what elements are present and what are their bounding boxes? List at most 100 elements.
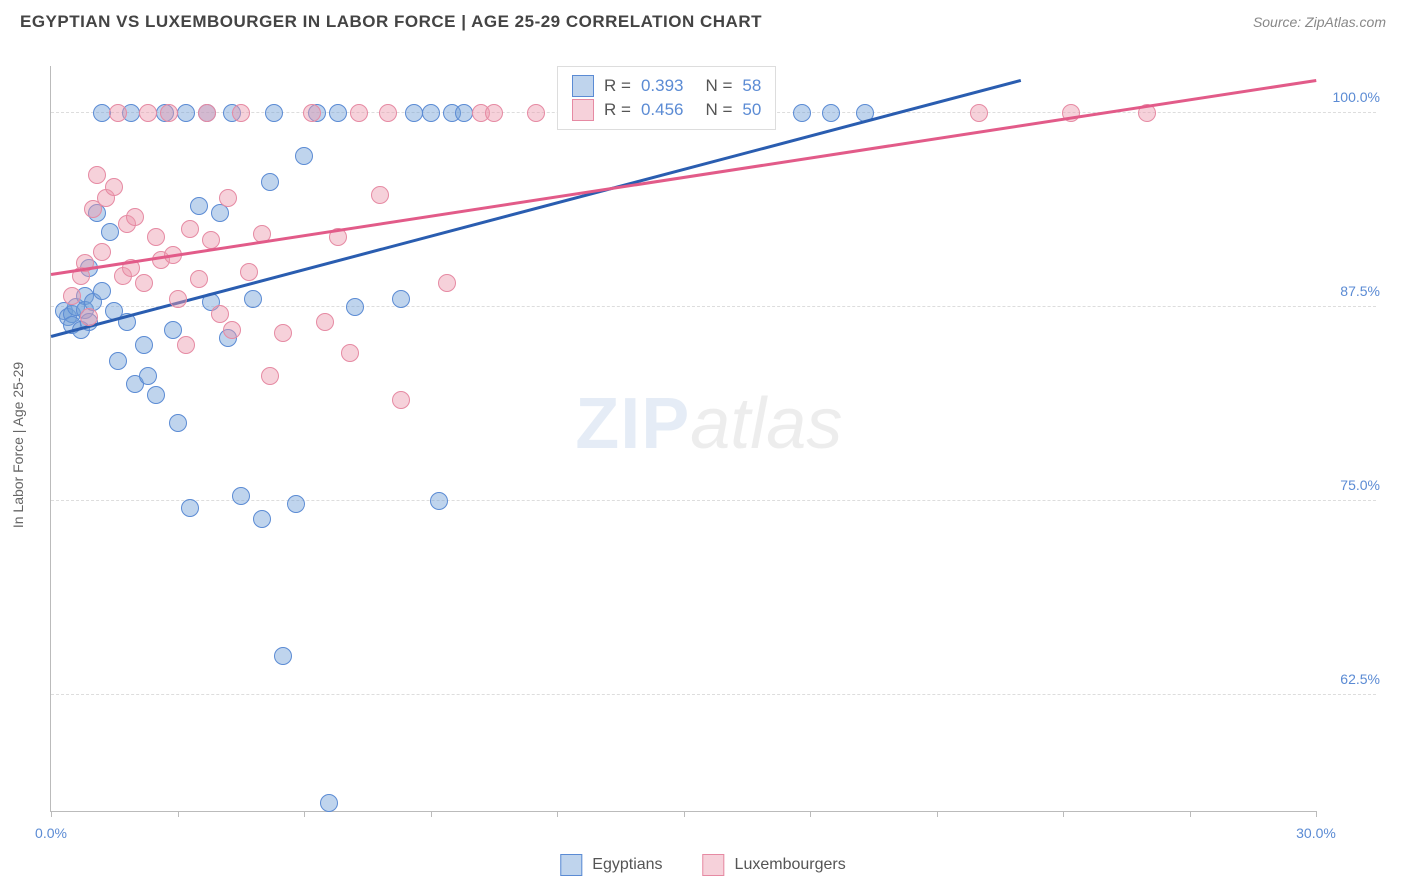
data-point (181, 499, 199, 517)
x-tick-label: 0.0% (35, 825, 67, 841)
r-label: R = (604, 76, 631, 96)
data-point (147, 386, 165, 404)
data-point (160, 104, 178, 122)
y-tick-label: 62.5% (1340, 671, 1380, 687)
data-point (164, 321, 182, 339)
legend-item-luxembourgers: Luxembourgers (703, 854, 846, 876)
data-point (105, 178, 123, 196)
data-point (371, 186, 389, 204)
data-point (135, 274, 153, 292)
data-point (244, 290, 262, 308)
x-tick (51, 811, 52, 817)
data-point (274, 647, 292, 665)
data-point (422, 104, 440, 122)
data-point (341, 344, 359, 362)
data-point (232, 104, 250, 122)
grid-line (51, 500, 1376, 501)
data-point (93, 243, 111, 261)
r-value: 0.456 (641, 100, 684, 120)
y-axis-label: In Labor Force | Age 25-29 (10, 362, 26, 528)
x-tick (304, 811, 305, 817)
data-point (527, 104, 545, 122)
x-tick (431, 811, 432, 817)
x-tick (1316, 811, 1317, 817)
data-point (93, 282, 111, 300)
data-point (392, 391, 410, 409)
data-point (240, 263, 258, 281)
x-tick (810, 811, 811, 817)
y-tick-label: 75.0% (1340, 477, 1380, 493)
data-point (265, 104, 283, 122)
data-point (485, 104, 503, 122)
data-point (126, 208, 144, 226)
data-point (190, 270, 208, 288)
data-point (147, 228, 165, 246)
data-point (793, 104, 811, 122)
r-value: 0.393 (641, 76, 684, 96)
bottom-legend: Egyptians Luxembourgers (560, 854, 845, 876)
plot-area: ZIPatlas 62.5%75.0%87.5%100.0%0.0%30.0%R… (50, 66, 1316, 812)
n-value: 58 (742, 76, 761, 96)
data-point (211, 204, 229, 222)
watermark: ZIPatlas (575, 383, 842, 465)
x-tick (1063, 811, 1064, 817)
data-point (135, 336, 153, 354)
data-point (63, 287, 81, 305)
data-point (261, 367, 279, 385)
data-point (223, 321, 241, 339)
chart-title: EGYPTIAN VS LUXEMBOURGER IN LABOR FORCE … (20, 12, 762, 32)
data-point (320, 794, 338, 812)
data-point (350, 104, 368, 122)
n-label: N = (705, 76, 732, 96)
legend-item-egyptians: Egyptians (560, 854, 662, 876)
data-point (346, 298, 364, 316)
y-tick-label: 100.0% (1333, 89, 1380, 105)
data-point (169, 414, 187, 432)
data-point (101, 223, 119, 241)
swatch-icon (572, 99, 594, 121)
chart-container: In Labor Force | Age 25-29 ZIPatlas 62.5… (50, 48, 1386, 842)
data-point (329, 104, 347, 122)
data-point (169, 290, 187, 308)
data-point (287, 495, 305, 513)
data-point (274, 324, 292, 342)
data-point (80, 308, 98, 326)
x-tick (684, 811, 685, 817)
data-point (177, 336, 195, 354)
correlation-legend-row: R = 0.393 N = 58 (572, 75, 761, 97)
data-point (177, 104, 195, 122)
data-point (219, 189, 237, 207)
swatch-luxembourgers (703, 854, 725, 876)
legend-label-luxembourgers: Luxembourgers (735, 856, 846, 874)
swatch-icon (572, 75, 594, 97)
data-point (822, 104, 840, 122)
x-tick (937, 811, 938, 817)
data-point (316, 313, 334, 331)
r-label: R = (604, 100, 631, 120)
swatch-egyptians (560, 854, 582, 876)
data-point (303, 104, 321, 122)
grid-line (51, 694, 1376, 695)
data-point (190, 197, 208, 215)
data-point (88, 166, 106, 184)
x-tick-label: 30.0% (1296, 825, 1336, 841)
data-point (211, 305, 229, 323)
data-point (253, 510, 271, 528)
data-point (198, 104, 216, 122)
data-point (139, 367, 157, 385)
data-point (261, 173, 279, 191)
data-point (295, 147, 313, 165)
y-tick-label: 87.5% (1340, 283, 1380, 299)
correlation-legend: R =0.393N =58R =0.456N =50 (557, 66, 776, 130)
data-point (109, 104, 127, 122)
x-tick (1190, 811, 1191, 817)
source-label: Source: ZipAtlas.com (1253, 14, 1386, 30)
legend-label-egyptians: Egyptians (592, 856, 662, 874)
data-point (202, 231, 220, 249)
n-value: 50 (742, 100, 761, 120)
data-point (405, 104, 423, 122)
data-point (392, 290, 410, 308)
data-point (93, 104, 111, 122)
data-point (139, 104, 157, 122)
x-tick (557, 811, 558, 817)
